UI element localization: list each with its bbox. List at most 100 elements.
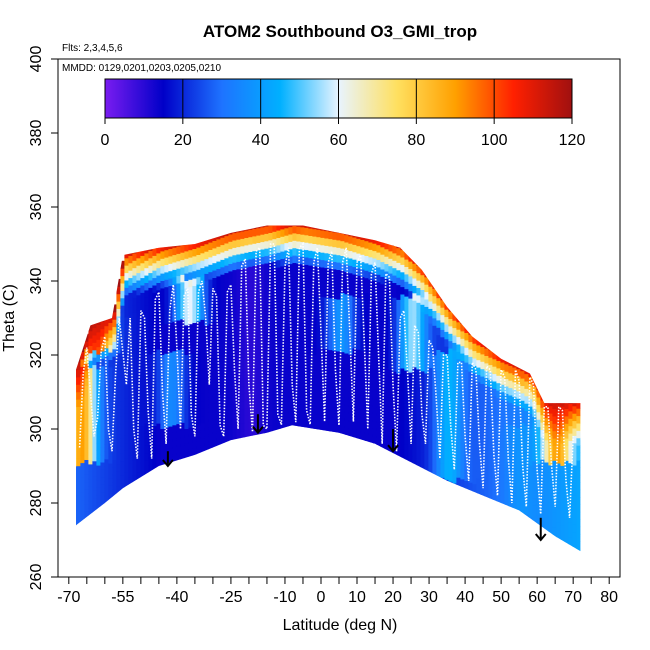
field-cell (476, 426, 481, 435)
field-cell (152, 366, 157, 375)
field-cell (420, 289, 425, 298)
field-cell (124, 346, 129, 355)
field-cell (568, 521, 573, 530)
field-cell (280, 273, 285, 282)
field-cell (104, 399, 109, 408)
field-cell (560, 391, 565, 400)
field-cell (200, 312, 205, 320)
field-cell (568, 462, 573, 471)
field-cell (260, 271, 265, 280)
field-cell (404, 458, 409, 467)
field-cell (100, 462, 105, 470)
field-cell (160, 324, 165, 333)
field-cell (248, 288, 253, 297)
field-cell (320, 215, 324, 223)
field-cell (104, 392, 109, 401)
field-cell (140, 270, 145, 279)
field-cell (232, 328, 237, 337)
field-cell (392, 334, 397, 343)
field-cell (552, 512, 557, 520)
field-cell (252, 406, 257, 414)
field-cell (468, 460, 473, 468)
field-cell (248, 236, 253, 245)
field-cell (248, 251, 253, 260)
field-cell (324, 252, 329, 261)
field-cell (164, 257, 169, 265)
field-cell (508, 439, 513, 448)
field-cell (332, 431, 337, 440)
field-cell (300, 419, 305, 428)
x-tick-label: 40 (456, 589, 474, 606)
field-cell (548, 487, 553, 495)
field-cell (292, 366, 297, 374)
field-cell (444, 464, 449, 473)
field-cell (524, 455, 529, 463)
field-cell (348, 225, 353, 229)
field-cell (176, 416, 181, 425)
field-cell (428, 389, 433, 398)
field-cell (488, 349, 493, 358)
field-cell (212, 410, 217, 419)
field-cell (380, 283, 385, 292)
field-cell (500, 413, 505, 422)
field-cell (568, 396, 573, 404)
field-cell (516, 509, 521, 518)
field-cell (316, 362, 321, 371)
field-cell (104, 466, 109, 475)
field-cell (84, 333, 89, 342)
field-cell (96, 420, 101, 429)
field-cell (100, 314, 105, 322)
field-cell (456, 432, 461, 441)
field-cell (452, 357, 457, 366)
field-cell (292, 211, 296, 219)
field-cell (392, 371, 397, 380)
field-cell (352, 225, 357, 231)
field-cell (220, 311, 225, 320)
field-cell (572, 420, 577, 429)
field-cell (220, 259, 225, 268)
field-cell (216, 327, 221, 336)
field-cell (168, 322, 173, 331)
field-cell (236, 365, 241, 373)
field-cell (140, 433, 145, 441)
field-cell (492, 410, 497, 419)
field-cell (508, 424, 513, 433)
field-cell (260, 345, 265, 354)
field-cell (456, 455, 461, 463)
field-cell (276, 318, 281, 327)
field-cell (204, 399, 209, 408)
field-cell (232, 395, 237, 404)
field-cell (180, 304, 185, 312)
field-cell (208, 390, 213, 398)
field-cell (348, 398, 353, 407)
field-cell (376, 311, 381, 320)
field-cell (436, 475, 441, 484)
field-cell (104, 451, 109, 460)
field-cell (232, 291, 237, 300)
field-cell (348, 435, 353, 444)
field-cell (320, 400, 325, 409)
field-cell (308, 420, 313, 429)
field-cell (108, 366, 113, 375)
field-cell (276, 415, 281, 423)
field-cell (76, 495, 77, 504)
field-cell (124, 294, 129, 303)
field-cell (576, 452, 581, 461)
field-cell (136, 398, 141, 407)
field-cell (148, 450, 153, 459)
field-cell (296, 315, 301, 323)
field-cell (292, 247, 297, 256)
field-cell (580, 499, 584, 507)
field-cell (424, 402, 429, 411)
field-cell (356, 371, 361, 380)
field-cell (460, 338, 465, 347)
field-cell (392, 341, 397, 350)
field-cell (424, 291, 429, 300)
field-cell (244, 215, 248, 223)
field-cell (228, 337, 233, 346)
field-cell (360, 402, 365, 411)
field-cell (132, 334, 137, 343)
field-cell (340, 225, 345, 234)
field-cell (452, 349, 457, 358)
field-cell (572, 472, 577, 481)
